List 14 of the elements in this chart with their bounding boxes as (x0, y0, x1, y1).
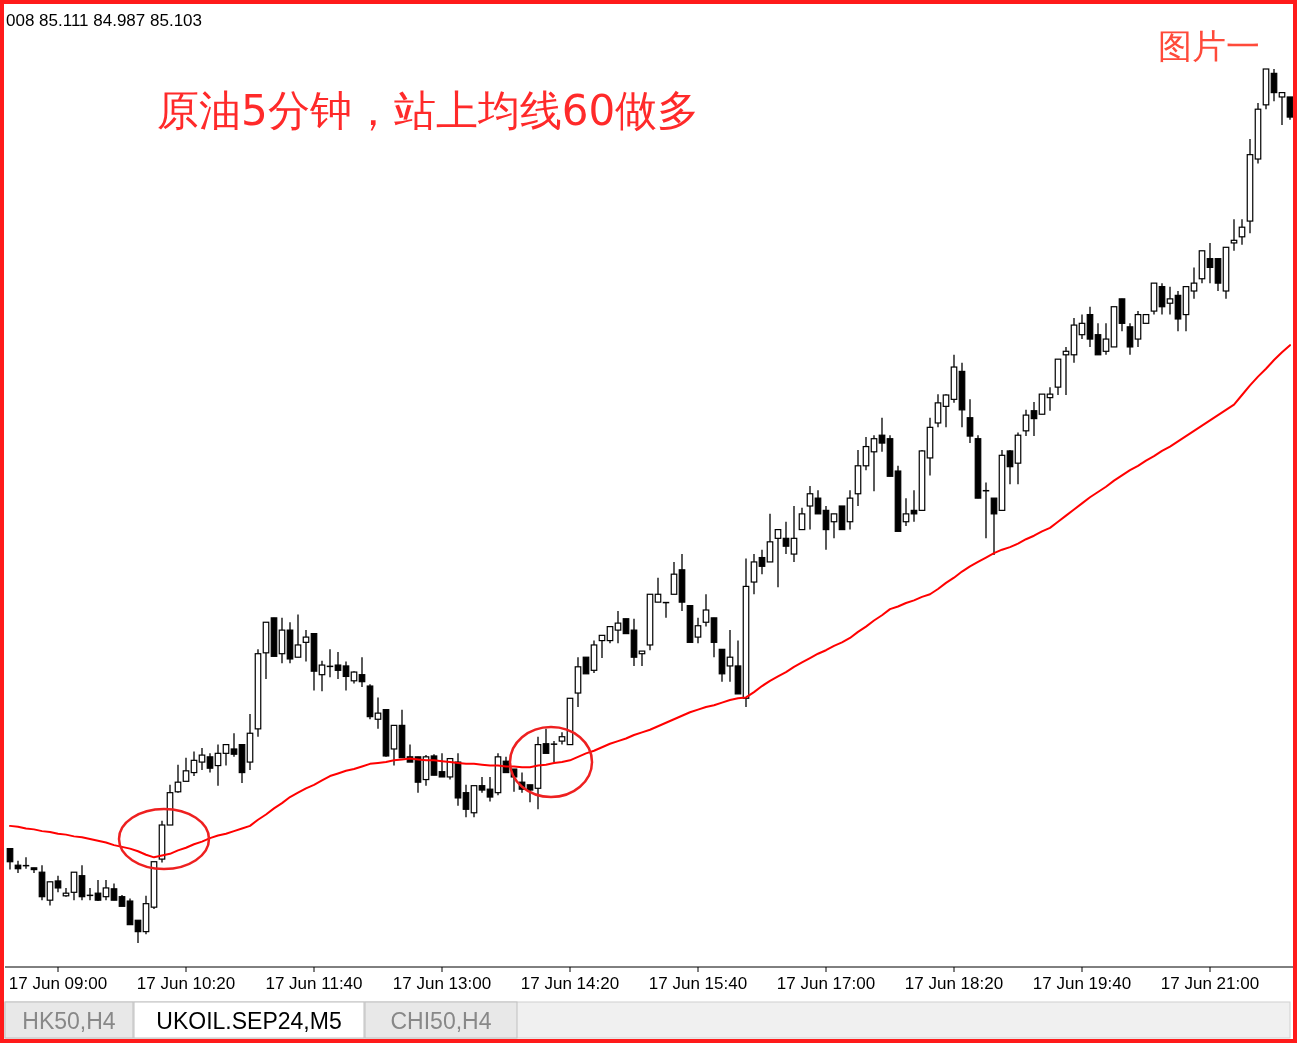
x-tick-label: 17 Jun 10:20 (136, 974, 236, 993)
text: 008 85.111 84.987 85.103 (6, 11, 202, 30)
text: 图片一 (1158, 26, 1260, 66)
x-tick-label: 17 Jun 09:00 (8, 974, 108, 993)
x-tick-label: 17 Jun 11:40 (265, 974, 363, 993)
title: 原油5分钟，站上均线60做多 (157, 86, 700, 135)
x-tick-label: 17 Jun 19:40 (1032, 974, 1132, 993)
x-tick-label: 17 Jun 13:00 (392, 974, 492, 993)
x-tick-label: 17 Jun 15:40 (648, 974, 748, 993)
tabs: HK50,H4 UKOIL.SEP24,M5 CHI50,H4 (4, 1001, 1291, 1039)
x-tick-label: 17 Jun 21:00 (1160, 974, 1260, 993)
x-tick-label: 17 Jun 18:20 (904, 974, 1004, 993)
x-tick-label: 17 Jun 17:00 (776, 974, 876, 993)
x-tick-label: 17 Jun 14:20 (520, 974, 620, 993)
